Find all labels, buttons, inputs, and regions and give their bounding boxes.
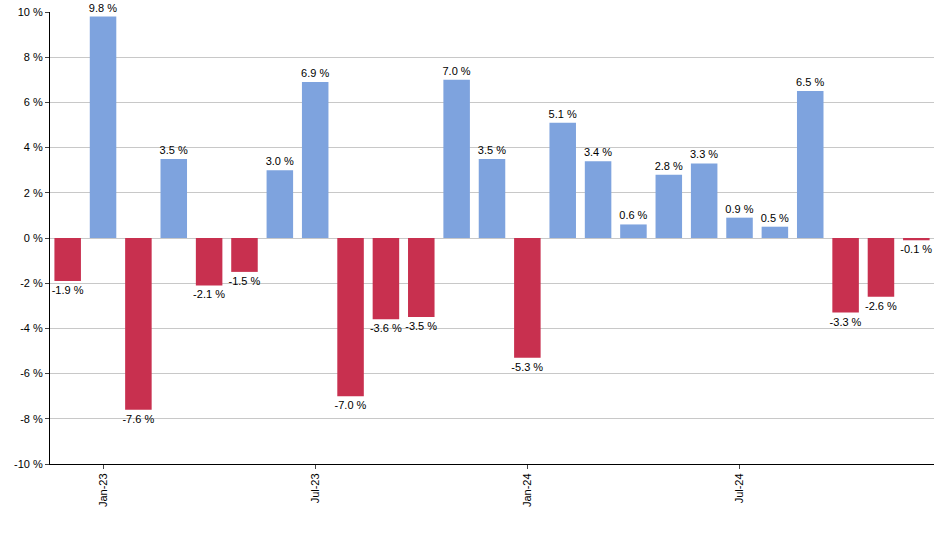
svg-text:3.5 %: 3.5 % [160, 144, 188, 156]
svg-text:-3.5 %: -3.5 % [405, 320, 437, 332]
svg-text:-3.3 %: -3.3 % [830, 316, 862, 328]
svg-text:0.6 %: 0.6 % [619, 209, 647, 221]
svg-text:-1.9 %: -1.9 % [52, 284, 84, 296]
svg-text:7.0 %: 7.0 % [442, 65, 470, 77]
svg-text:Jul-24: Jul-24 [733, 473, 745, 503]
svg-text:0.5 %: 0.5 % [761, 212, 789, 224]
svg-text:-2.6 %: -2.6 % [865, 300, 897, 312]
svg-text:3.5 %: 3.5 % [478, 144, 506, 156]
svg-text:-4 %: -4 % [20, 322, 43, 334]
svg-text:0.9 %: 0.9 % [725, 203, 753, 215]
svg-text:3.3 %: 3.3 % [690, 148, 718, 160]
svg-text:-6 %: -6 % [20, 367, 43, 379]
svg-text:8 %: 8 % [24, 51, 43, 63]
svg-text:-2 %: -2 % [20, 277, 43, 289]
svg-text:Jan-24: Jan-24 [521, 473, 533, 507]
svg-text:Jul-23: Jul-23 [309, 473, 321, 503]
svg-text:3.0 %: 3.0 % [266, 155, 294, 167]
svg-text:10 %: 10 % [18, 6, 43, 18]
svg-text:-5.3 %: -5.3 % [511, 361, 543, 373]
svg-text:-10 %: -10 % [14, 458, 43, 470]
svg-text:6.9 %: 6.9 % [301, 67, 329, 79]
svg-text:-1.5 %: -1.5 % [228, 275, 260, 287]
svg-text:-2.1 %: -2.1 % [193, 288, 225, 300]
svg-text:6.5 %: 6.5 % [796, 76, 824, 88]
svg-text:-8 %: -8 % [20, 413, 43, 425]
svg-text:3.4 %: 3.4 % [584, 146, 612, 158]
svg-text:2 %: 2 % [24, 187, 43, 199]
svg-text:-3.6 %: -3.6 % [370, 322, 402, 334]
svg-text:5.1 %: 5.1 % [549, 108, 577, 120]
svg-text:Jan-23: Jan-23 [97, 473, 109, 507]
svg-text:9.8 %: 9.8 % [89, 2, 117, 14]
svg-text:-7.6 %: -7.6 % [122, 413, 154, 425]
svg-text:2.8 %: 2.8 % [655, 160, 683, 172]
svg-text:-7.0 %: -7.0 % [335, 399, 367, 411]
svg-text:-0.1 %: -0.1 % [900, 243, 932, 255]
svg-text:0 %: 0 % [24, 232, 43, 244]
svg-text:4 %: 4 % [24, 141, 43, 153]
svg-text:6 %: 6 % [24, 96, 43, 108]
